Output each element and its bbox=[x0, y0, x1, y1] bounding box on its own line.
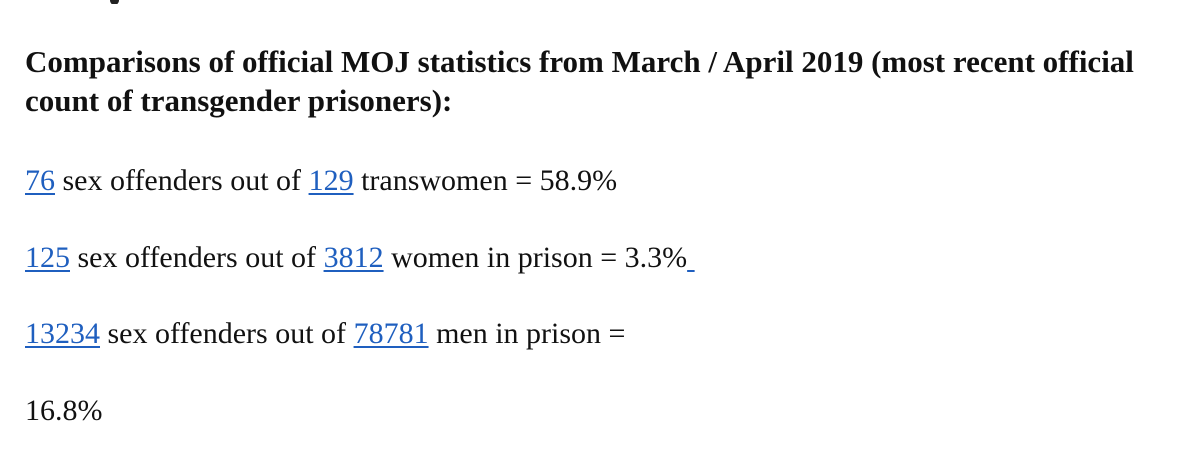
women-statistic-line: 125 sex offenders out of 3812 women in p… bbox=[25, 240, 697, 276]
transwomen-statistic-line: 76 sex offenders out of 129 transwomen =… bbox=[25, 163, 617, 199]
transwomen-total-count-link[interactable]: 129 bbox=[308, 164, 354, 197]
empty-trailing-link[interactable] bbox=[687, 240, 697, 276]
document-heading: Comparisons of official MOJ statistics f… bbox=[25, 44, 1134, 118]
women-total-count-link[interactable]: 3812 bbox=[323, 241, 384, 274]
cropped-text-fragment bbox=[110, 0, 170, 4]
statistic-result-text: transwomen = 58.9% bbox=[353, 164, 618, 197]
statistic-result-text: men in prison = bbox=[428, 317, 626, 350]
men-sex-offender-count-link[interactable]: 13234 bbox=[25, 317, 100, 350]
men-statistic-line: 13234 sex offenders out of 78781 men in … bbox=[25, 316, 625, 352]
cropped-glyph bbox=[110, 0, 119, 4]
men-total-count-link[interactable]: 78781 bbox=[353, 317, 429, 350]
statistic-text: sex offenders out of bbox=[70, 241, 324, 274]
transwomen-sex-offender-count-link[interactable]: 76 bbox=[25, 164, 55, 197]
women-sex-offender-count-link[interactable]: 125 bbox=[25, 241, 70, 274]
statistic-result-text: women in prison = 3.3% bbox=[383, 241, 688, 274]
men-percentage-result: 16.8% bbox=[25, 394, 103, 427]
statistic-text: sex offenders out of bbox=[55, 164, 309, 197]
statistic-text: sex offenders out of bbox=[100, 317, 354, 350]
